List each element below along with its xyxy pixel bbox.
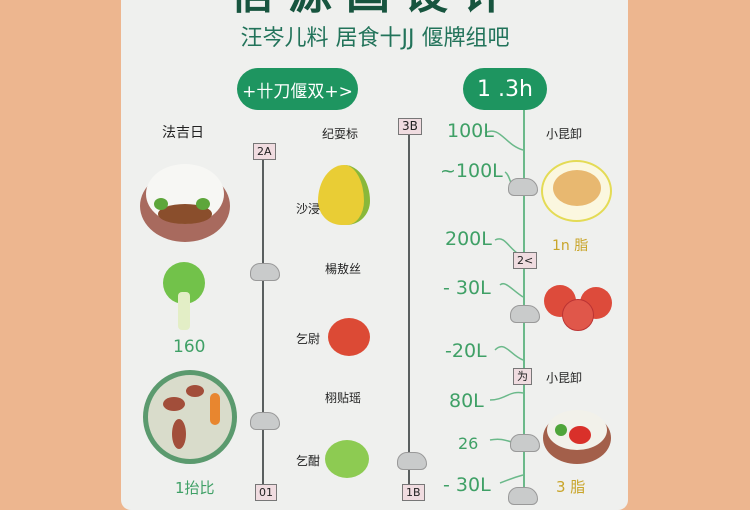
green-value: 26: [458, 434, 479, 453]
right-heading-1: 小昆卸: [546, 127, 583, 141]
middle-label: 楊敖丝: [325, 262, 362, 276]
left-value-2: 1抬比: [175, 479, 215, 497]
right-pill-button[interactable]: 1 .3h: [463, 68, 547, 110]
salad-bowl-image: [543, 410, 611, 464]
timeline-2-top-tag: 3B: [398, 118, 422, 135]
cloud-icon: [510, 434, 540, 452]
green-value: ~100L: [440, 160, 503, 182]
timeline-1-bottom-tag: 01: [255, 484, 277, 501]
lettuce-image: [163, 262, 205, 330]
green-value: - 30L: [443, 277, 491, 299]
right-value-2: 3 脂: [556, 478, 586, 496]
page-subtitle: 汪岑儿料 居食十JJ 偃牌组吧: [240, 26, 510, 51]
page-title: 信源国设计: [0, 0, 750, 16]
timeline-2-line: [408, 135, 410, 500]
green-value: - 30L: [443, 474, 491, 496]
dish-image: [541, 160, 612, 222]
timeline-1-line: [262, 158, 264, 500]
middle-label: 乞尉: [296, 332, 321, 346]
cloud-icon: [510, 305, 540, 323]
green-value: 100L: [447, 120, 494, 142]
left-heading: 法吉日: [162, 125, 204, 141]
timeline-1-top-tag: 2A: [253, 143, 276, 160]
cloud-icon: [508, 487, 538, 505]
middle-heading: 纪耍标: [322, 127, 359, 141]
right-heading-2: 小昆卸: [546, 371, 583, 385]
left-value-1: 160: [173, 337, 206, 357]
pear-image: [318, 165, 370, 225]
middle-label: 乞酣: [296, 454, 321, 468]
green-value: 200L: [445, 228, 492, 250]
timeline-2-bottom-tag: 1B: [402, 484, 425, 501]
tomato-slices-image: [544, 285, 614, 333]
green-value: -20L: [445, 340, 487, 362]
green-value: 80L: [449, 390, 484, 412]
tomato-image: [328, 318, 370, 356]
cloud-icon: [397, 452, 427, 470]
green-timeline-tag: 2<: [513, 252, 538, 269]
right-value-1: 1n 脂: [552, 238, 589, 254]
middle-label: 栩贴瑶: [325, 391, 362, 405]
left-pill-button[interactable]: +卄刀偃双+>: [237, 68, 358, 110]
rice-bowl-image: [140, 164, 230, 242]
cloud-icon: [250, 412, 280, 430]
cloud-icon: [250, 263, 280, 281]
beans-bowl-image: [143, 370, 237, 464]
fennel-image: [325, 440, 369, 478]
green-timeline-tag: 为: [513, 368, 532, 385]
cloud-icon: [508, 178, 538, 196]
